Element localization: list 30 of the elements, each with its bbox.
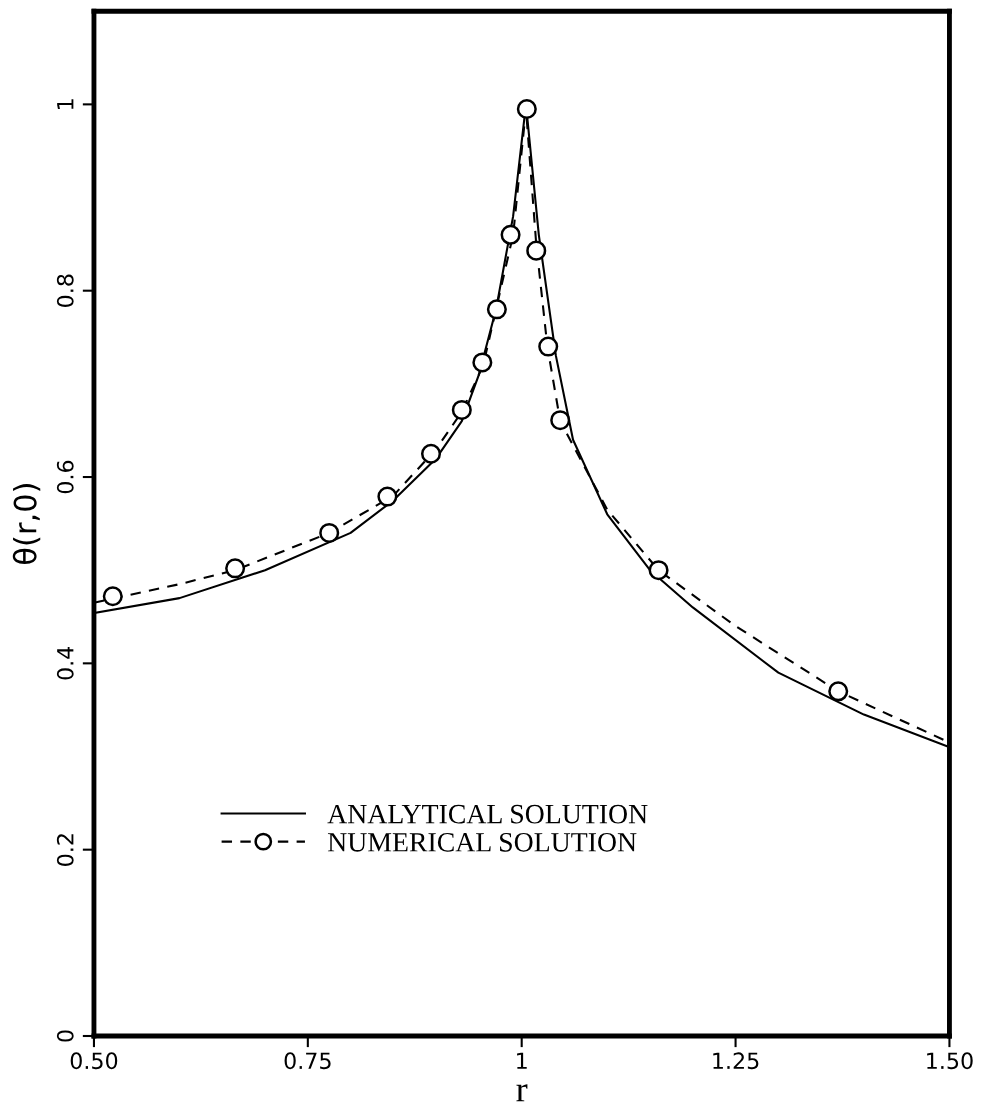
x-tick-label: 0.75 [284,1052,331,1070]
point [102,586,123,607]
point [420,443,442,464]
y-tick-label: 1 [57,99,74,109]
y-tick-label: 0.6 [56,460,74,494]
x-tick-label: 1 [517,1052,527,1069]
point [516,98,537,120]
point [225,558,246,579]
y-tick-label: 0.8 [56,274,74,307]
y-tick-label: 0 [56,1030,74,1042]
point [472,352,493,373]
point [500,224,521,245]
point [319,522,340,543]
x-axis-title: r [516,1084,528,1102]
point [538,336,559,357]
x-tick-label: 0.50 [70,1052,118,1070]
legend-label: NUMERICAL SOLUTION [327,832,637,852]
point [526,240,547,261]
y-tick-label: 0.4 [56,646,74,680]
x-tick-label: 1.50 [927,1052,973,1070]
legend-label: ANALYTICAL SOLUTION [327,804,648,824]
x-tick-label: 1.25 [713,1052,759,1070]
point [648,560,669,581]
point [828,681,849,702]
y-tick-label: 0.2 [56,834,74,866]
point [486,299,507,320]
point [377,486,398,507]
point [550,410,571,431]
point [451,399,472,420]
y-axis-title: θ(r,0) [12,484,41,565]
